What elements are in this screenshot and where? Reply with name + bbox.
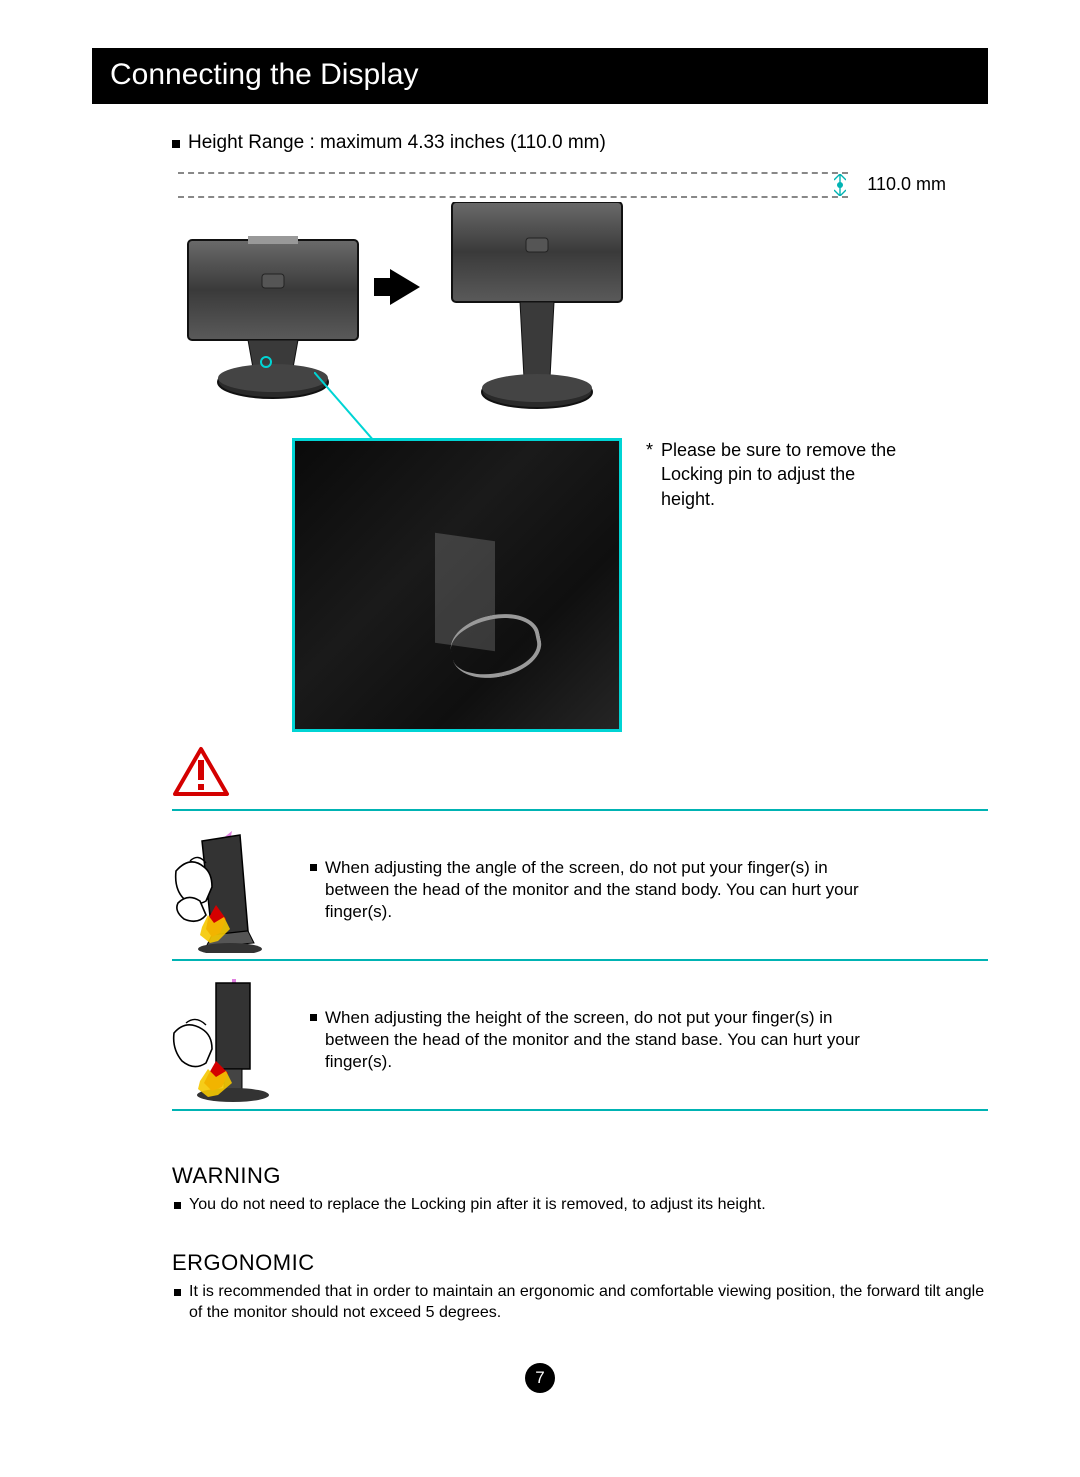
height-diagram: 110.0 mm [178,172,988,412]
page-number: 7 [535,1368,544,1388]
measurement-label: 110.0 mm [867,174,946,195]
monitor-high-icon [442,202,632,412]
divider-line [172,959,988,961]
caution-row-angle: When adjusting the angle of the screen, … [172,823,988,953]
page-title: Connecting the Display [110,58,419,91]
ergonomic-body-text: It is recommended that in order to maint… [189,1282,988,1324]
square-bullet-icon [174,1202,181,1209]
pinch-height-illustration [172,973,288,1103]
caution-height-body: When adjusting the height of the screen,… [325,1007,870,1073]
height-range-text: Height Range : maximum 4.33 inches (110.… [188,132,606,154]
divider-line [172,809,988,811]
warning-triangle-icon [172,746,230,798]
monitor-illustrations [178,172,988,412]
content-area: Height Range : maximum 4.33 inches (110.… [92,104,988,1323]
locking-pin-photo [292,438,622,732]
square-bullet-icon [310,864,317,871]
page-number-badge: 7 [525,1363,555,1393]
divider-line [172,1109,988,1111]
page-title-bar: Connecting the Display [92,48,988,104]
ergonomic-heading: ERGONOMIC [172,1250,988,1276]
dash-guide-lines [178,172,848,198]
manual-page: Connecting the Display Height Range : ma… [0,0,1080,1433]
caution-angle-text: When adjusting the angle of the screen, … [310,823,870,923]
square-bullet-icon [172,140,180,148]
measurement-bracket-icon [834,174,846,196]
arrow-right-icon [390,269,420,305]
monitor-low-icon [178,212,368,402]
caution-row-height: When adjusting the height of the screen,… [172,973,988,1103]
photo-caption-text: Please be sure to remove the Locking pin… [661,438,906,511]
caution-angle-body: When adjusting the angle of the screen, … [325,857,870,923]
caution-height-text: When adjusting the height of the screen,… [310,973,870,1073]
ergonomic-body: It is recommended that in order to maint… [174,1282,988,1324]
photo-row: * Please be sure to remove the Locking p… [292,438,988,732]
photo-caption: * Please be sure to remove the Locking p… [646,438,906,511]
warning-body-text: You do not need to replace the Locking p… [189,1195,766,1216]
pinch-angle-illustration [172,823,288,953]
asterisk-icon: * [646,438,653,511]
square-bullet-icon [174,1289,181,1296]
height-range-line: Height Range : maximum 4.33 inches (110.… [172,132,988,154]
warning-body: You do not need to replace the Locking p… [174,1195,988,1216]
warning-heading: WARNING [172,1163,988,1189]
square-bullet-icon [310,1014,317,1021]
